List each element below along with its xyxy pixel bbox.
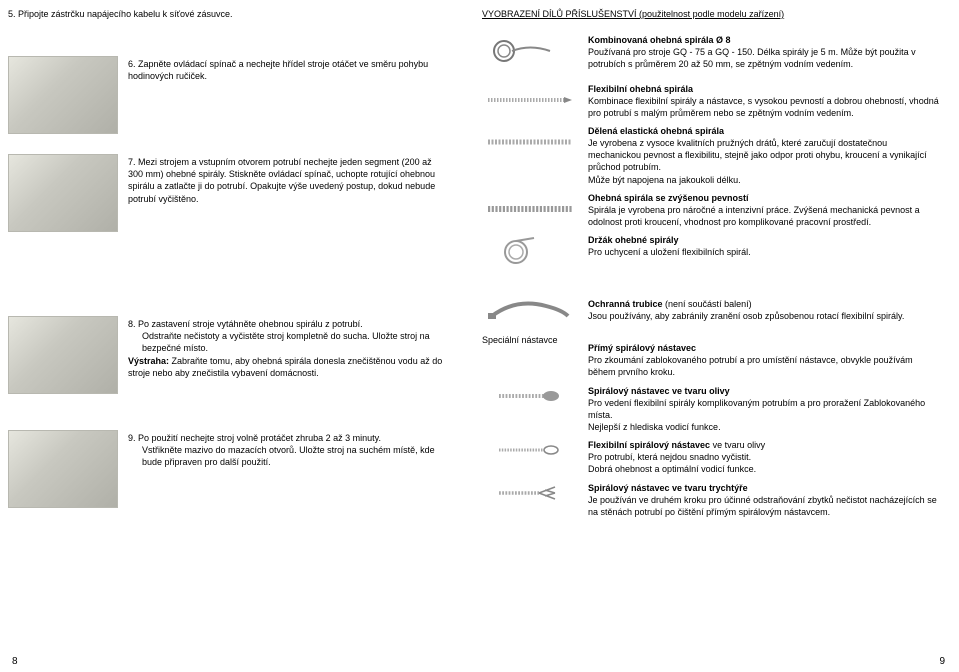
acc-delena: Dělená elastická ohebná spirála Je vyrob…: [482, 125, 941, 186]
acc-oliva-heading: Spirálový nástavec ve tvaru olivy: [588, 385, 941, 397]
acc-ochranna-text: Jsou používány, aby zabránily zranění os…: [588, 310, 904, 322]
step-9: 9. Po použití nechejte stroj volně protá…: [8, 430, 448, 508]
spiral-coil-icon: [482, 34, 578, 68]
acc-trychtyr-text: Je používán ve druhém kroku pro účinné o…: [588, 494, 941, 518]
step-6-text: 6. Zapněte ovládací spínač a nechejte hř…: [128, 56, 448, 134]
acc-ochranna-heading: Ochranná trubice: [588, 299, 663, 309]
step-6: 6. Zapněte ovládací spínač a nechejte hř…: [8, 56, 448, 134]
elastic-spiral-icon: [482, 125, 578, 159]
step-8-text: 8. Po zastavení stroje vytáhněte ohebnou…: [128, 316, 448, 394]
warning-text: Zabraňte tomu, aby ohebná spirála donesl…: [128, 356, 442, 378]
step-9-text: 9. Po použití nechejte stroj volně protá…: [128, 430, 448, 508]
acc-flexoliva: Flexibilní spirálový nástavec ve tvaru o…: [482, 439, 941, 475]
acc-flexibilni: Flexibilní ohebná spirála Kombinace flex…: [482, 83, 941, 119]
holder-icon: [482, 234, 578, 268]
page-number-left: 8: [12, 655, 18, 669]
flex-spiral-icon: [482, 83, 578, 117]
acc-zvysena-heading: Ohebná spirála se zvýšenou pevností: [588, 192, 941, 204]
step-5-text: 5. Připojte zástrčku napájecího kabelu k…: [8, 8, 448, 20]
acc-ochranna: Ochranná trubice (není součástí balení) …: [482, 298, 941, 324]
acc-flexibilni-text: Kombinace flexibilní spirály a nástavce,…: [588, 95, 941, 119]
acc-flexibilni-heading: Flexibilní ohebná spirála: [588, 83, 941, 95]
acc-kombinovana-heading: Kombinovaná ohebná spirála Ø 8: [588, 34, 941, 46]
step-6-photo: [8, 56, 118, 134]
step-9-line1: 9. Po použití nechejte stroj volně protá…: [128, 432, 448, 444]
acc-primy-heading: Přímý spirálový nástavec: [588, 342, 941, 354]
acc-primy: Speciální nástavce Přímý spirálový násta…: [482, 332, 941, 378]
funnel-tip-icon: [482, 482, 578, 504]
heavy-spiral-icon: [482, 192, 578, 226]
warning-label: Výstraha:: [128, 356, 169, 366]
olive-tip-icon: [482, 385, 578, 407]
flex-olive-tip-icon: [482, 439, 578, 461]
special-attachments-label: Speciální nástavce: [482, 332, 578, 378]
acc-oliva-text: Pro vedení flexibilní spirály komplikova…: [588, 397, 941, 433]
page-number-right: 9: [939, 655, 945, 669]
tube-icon: [482, 298, 578, 324]
step-9-photo: [8, 430, 118, 508]
acc-flexoliva-suffix: ve tvaru olivy: [710, 440, 765, 450]
acc-oliva: Spirálový nástavec ve tvaru olivy Pro ve…: [482, 385, 941, 434]
step-8-photo: [8, 316, 118, 394]
acc-zvysena: Ohebná spirála se zvýšenou pevností Spir…: [482, 192, 941, 228]
accessories-title: VYOBRAZENÍ DÍLŮ PŘÍSLUŠENSTVÍ (použiteln…: [482, 8, 941, 20]
step-8: 8. Po zastavení stroje vytáhněte ohebnou…: [8, 316, 448, 394]
acc-flexoliva-heading: Flexibilní spirálový nástavec: [588, 440, 710, 450]
acc-ochranna-suffix: (není součástí balení): [663, 299, 752, 309]
acc-trychtyr: Spirálový nástavec ve tvaru trychtýře Je…: [482, 482, 941, 518]
acc-trychtyr-heading: Spirálový nástavec ve tvaru trychtýře: [588, 482, 941, 494]
acc-drzak-heading: Držák ohebné spirály: [588, 234, 751, 246]
step-7: 7. Mezi strojem a vstupním otvorem potru…: [8, 154, 448, 232]
step-8-line1: 8. Po zastavení stroje vytáhněte ohebnou…: [128, 318, 448, 330]
acc-kombinovana: Kombinovaná ohebná spirála Ø 8 Používaná…: [482, 34, 941, 70]
step-7-text: 7. Mezi strojem a vstupním otvorem potru…: [128, 154, 448, 232]
acc-flexoliva-text: Pro potrubí, která nejdou snadno vyčisti…: [588, 451, 765, 475]
acc-kombinovana-text: Používaná pro stroje GQ - 75 a GQ - 150.…: [588, 46, 941, 70]
acc-zvysena-text: Spirála je vyrobena pro náročné a intenz…: [588, 204, 941, 228]
step-7-photo: [8, 154, 118, 232]
step-9-line2: Vstřikněte mazivo do mazacích otvorů. Ul…: [128, 444, 448, 468]
acc-drzak: Držák ohebné spirály Pro uchycení a ulož…: [482, 234, 941, 268]
acc-primy-text: Pro zkoumání zablokovaného potrubí a pro…: [588, 354, 941, 378]
acc-delena-text: Je vyrobena z vysoce kvalitních pružných…: [588, 137, 941, 186]
acc-drzak-text: Pro uchycení a uložení flexibilních spir…: [588, 246, 751, 258]
step-8-line2: Odstraňte nečistoty a vyčistěte stroj ko…: [128, 330, 448, 354]
acc-delena-heading: Dělená elastická ohebná spirála: [588, 125, 941, 137]
step-8-line3: Výstraha: Zabraňte tomu, aby ohebná spir…: [128, 355, 448, 379]
